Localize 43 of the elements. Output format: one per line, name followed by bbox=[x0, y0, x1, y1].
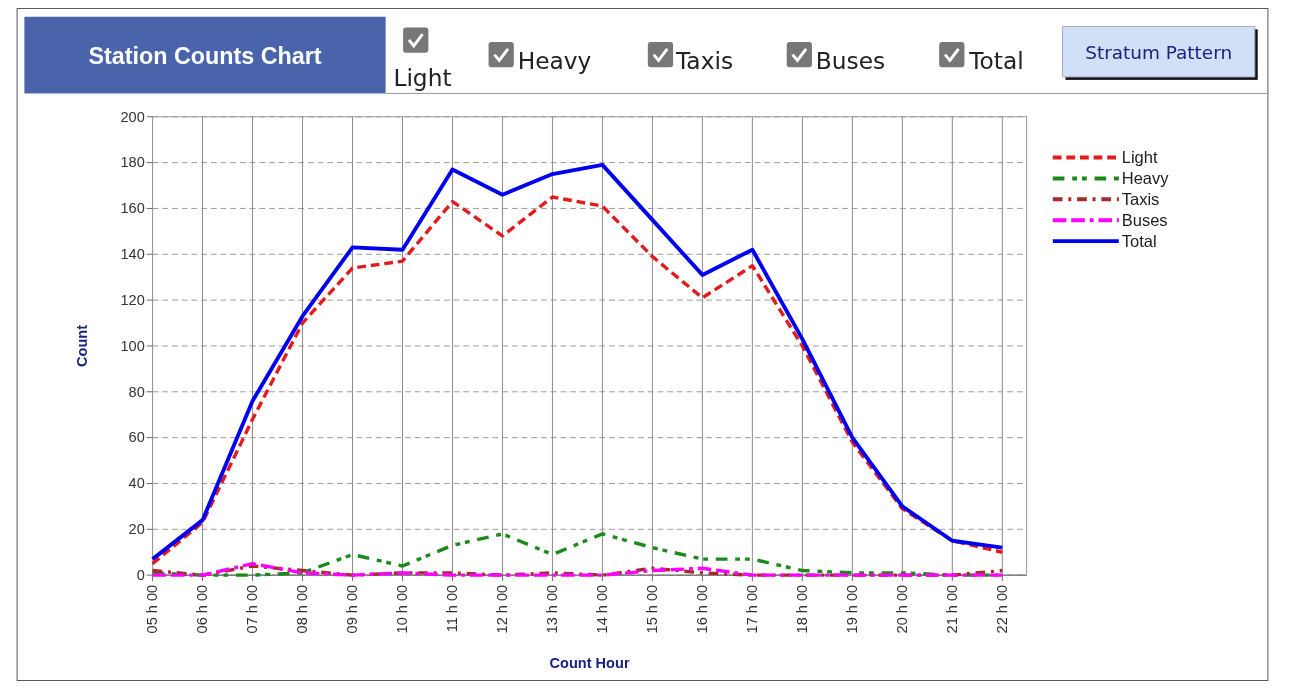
x-tick-label: 16 h 00 bbox=[694, 584, 711, 634]
x-tick-label: 10 h 00 bbox=[394, 584, 411, 634]
x-tick-label: 12 h 00 bbox=[494, 584, 511, 634]
y-tick-label: 140 bbox=[120, 246, 145, 263]
x-tick-label: 17 h 00 bbox=[744, 584, 761, 634]
x-tick-label: 20 h 00 bbox=[894, 584, 911, 634]
y-tick-label: 200 bbox=[120, 108, 145, 125]
text: Stratum Pattern bbox=[1085, 42, 1233, 64]
x-tick-label: 19 h 00 bbox=[844, 584, 861, 634]
y-tick-label: 160 bbox=[120, 200, 145, 217]
y-tick-label: 20 bbox=[128, 521, 145, 538]
x-tick-label: 18 h 00 bbox=[794, 584, 811, 634]
x-axis-title: Count Hour bbox=[549, 655, 630, 672]
x-tick-label: 21 h 00 bbox=[944, 584, 961, 634]
legend-label: Total bbox=[1121, 231, 1157, 250]
x-tick-label: 09 h 00 bbox=[344, 584, 361, 634]
x-tick-label: 13 h 00 bbox=[544, 584, 561, 634]
legend-label: Heavy bbox=[1121, 169, 1170, 188]
legend-label: Light bbox=[1121, 148, 1158, 167]
legend-label: Buses bbox=[1121, 211, 1168, 230]
x-tick-label: 15 h 00 bbox=[644, 584, 661, 634]
x-tick-label: 06 h 00 bbox=[194, 584, 211, 634]
x-tick-label: 08 h 00 bbox=[294, 584, 311, 634]
text: Heavy bbox=[517, 47, 592, 75]
text: Taxis bbox=[676, 47, 734, 75]
text: Total bbox=[969, 47, 1024, 75]
text: Light bbox=[393, 63, 452, 91]
text: Buses bbox=[815, 47, 886, 75]
x-tick-label: 11 h 00 bbox=[444, 584, 461, 633]
y-tick-label: 100 bbox=[120, 337, 145, 354]
y-tick-label: 120 bbox=[120, 291, 145, 308]
x-tick-label: 22 h 00 bbox=[994, 584, 1011, 634]
x-tick-label: 05 h 00 bbox=[144, 584, 161, 634]
legend-label: Taxis bbox=[1121, 190, 1160, 209]
y-tick-label: 0 bbox=[136, 567, 145, 583]
x-tick-label: 07 h 00 bbox=[244, 584, 261, 634]
y-tick-label: 80 bbox=[128, 383, 145, 400]
y-tick-label: 60 bbox=[128, 429, 145, 446]
chart-title: Station Counts Chart bbox=[88, 43, 322, 70]
y-axis-title: Count bbox=[73, 324, 90, 367]
y-tick-label: 180 bbox=[120, 154, 145, 171]
x-tick-label: 14 h 00 bbox=[594, 584, 611, 634]
y-tick-label: 40 bbox=[128, 475, 145, 492]
